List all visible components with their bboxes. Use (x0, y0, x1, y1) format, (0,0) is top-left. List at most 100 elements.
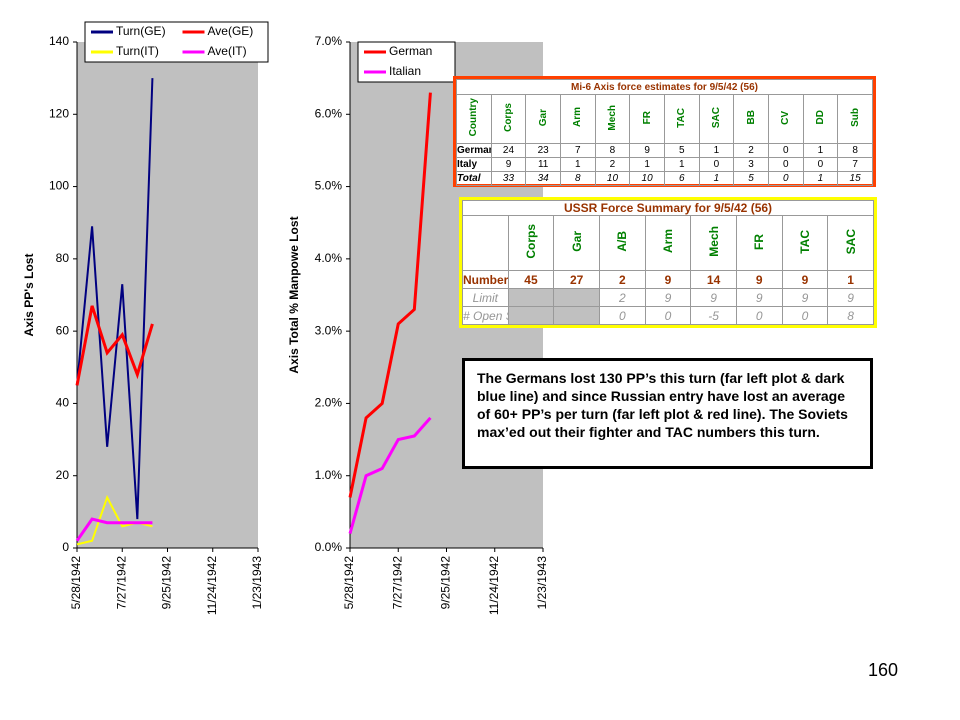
cell: 0 (767, 171, 804, 186)
title-row: USSR Force Summary for 9/5/42 (56) (462, 200, 874, 216)
series-line (348, 416, 432, 534)
cell: 1 (629, 157, 665, 172)
y-tick-label: 6.0% (315, 106, 343, 120)
cell: 9 (644, 270, 692, 289)
ussr-table: USSR Force Summary for 9/5/42 (56) Corps G… (459, 197, 877, 328)
cell: 3 (733, 157, 769, 172)
y-tick-label: 4.0% (315, 251, 343, 265)
cell: 7 (837, 157, 873, 172)
x-tick-label: 5/28/1942 (69, 556, 83, 610)
header-cell: FR (629, 94, 665, 144)
cell: 11 (525, 157, 561, 172)
cell: 5 (733, 171, 769, 186)
plot-area (77, 42, 258, 548)
header-cell: BB (733, 94, 769, 144)
header-cell: Mech (594, 94, 631, 144)
y-tick-label: 40 (56, 396, 70, 410)
legend-label: Turn(GE) (116, 24, 166, 38)
legend-label: Ave(GE) (208, 24, 254, 38)
header-text: FR (752, 233, 767, 250)
cell: 8 (837, 143, 873, 158)
cell: 9 (735, 288, 783, 307)
cell: 1 (663, 157, 700, 172)
x-tick-label: 11/24/1942 (205, 556, 219, 615)
cell: 23 (525, 143, 561, 158)
empty-cell (553, 306, 600, 325)
header-text: Arm (572, 107, 584, 128)
header-text: SAC (710, 106, 722, 129)
data-row: Number 45 27 2 9 14 9 9 1 (462, 270, 874, 289)
empty-cell (507, 288, 555, 307)
header-text: Mech (606, 104, 618, 131)
x-tick-label: 11/24/1942 (487, 556, 501, 615)
legend-box (357, 41, 456, 83)
y-tick-label: 3.0% (315, 323, 343, 337)
cell: 6 (663, 171, 700, 186)
note: The Germans lost 130 PP’s this turn (far… (462, 358, 873, 469)
cell: 33 (490, 171, 527, 186)
empty-cell (553, 288, 600, 307)
cell: 0 (781, 306, 829, 325)
legend-label: German (389, 44, 432, 58)
cell: 0 (802, 157, 839, 172)
header-cell: TAC (781, 215, 829, 271)
legend-label: Italian (389, 64, 421, 78)
header-text: TAC (797, 229, 812, 254)
cell: 1 (698, 171, 735, 186)
title-row: Mi-6 Axis force estimates for 9/5/42 (56… (456, 79, 873, 95)
header-text: Gar (569, 231, 584, 252)
header-cell: Gar (553, 215, 600, 271)
header-cell: SAC (698, 94, 735, 144)
cell: 8 (594, 143, 631, 158)
cell: 1 (559, 157, 596, 172)
cell: 0 (735, 306, 783, 325)
legend-label: Turn(IT) (116, 44, 159, 58)
cell: 9 (781, 270, 829, 289)
series-line (348, 92, 432, 498)
y-tick-label: 1.0% (315, 468, 343, 482)
legend-label: Ave(IT) (208, 44, 247, 58)
x-tick-label: 7/27/1942 (390, 556, 404, 610)
y-tick-label: 80 (56, 251, 70, 265)
header-text: Gar (537, 108, 549, 127)
y-tick-label: 120 (49, 106, 69, 120)
cell: 24 (490, 143, 527, 158)
header-cell: Mech (690, 215, 737, 271)
cell: 1 (802, 143, 839, 158)
x-tick-label: 1/23/1943 (250, 556, 264, 610)
series-line (76, 78, 154, 520)
x-tick-label: 9/25/1942 (439, 556, 453, 610)
data-row: Limit 2 9 9 9 9 9 (462, 288, 874, 307)
cell: 9 (629, 143, 665, 158)
row-label: Italy (456, 157, 492, 172)
cell: 9 (781, 288, 829, 307)
table-title: Mi-6 Axis force estimates for 9/5/42 (56… (456, 79, 873, 95)
data-row: Total 33 34 8 10 10 6 1 5 0 1 15 (456, 171, 873, 186)
header-cell: Sub (837, 94, 873, 144)
cell: 34 (525, 171, 561, 186)
cell: 27 (553, 270, 600, 289)
header-text: Mech (706, 226, 721, 257)
header-cell: Arm (559, 94, 596, 144)
empty-cell (507, 306, 555, 325)
y-tick-label: 5.0% (315, 179, 343, 193)
series-line (75, 305, 154, 386)
header-cell: TAC (663, 94, 700, 144)
y-tick-label: 2.0% (315, 396, 343, 410)
y-tick-label: 20 (56, 468, 70, 482)
header-text: Corps (502, 103, 514, 132)
header-text: BB (745, 110, 757, 125)
cell: 0 (767, 143, 804, 158)
cell: 5 (663, 143, 700, 158)
cell: 1 (698, 143, 735, 158)
x-tick-label: 5/28/1942 (342, 556, 356, 610)
header-text: Corps (523, 224, 538, 259)
header-cell: Corps (490, 94, 527, 144)
row-label: Germany (456, 143, 492, 158)
table: Mi-6 Axis force estimates for 9/5/42 (56… (456, 79, 873, 186)
data-row: Germany2423789512018 (456, 143, 873, 158)
cell: 9 (827, 288, 874, 307)
header-cell: CV (767, 94, 804, 144)
header-text: TAC (676, 107, 688, 128)
